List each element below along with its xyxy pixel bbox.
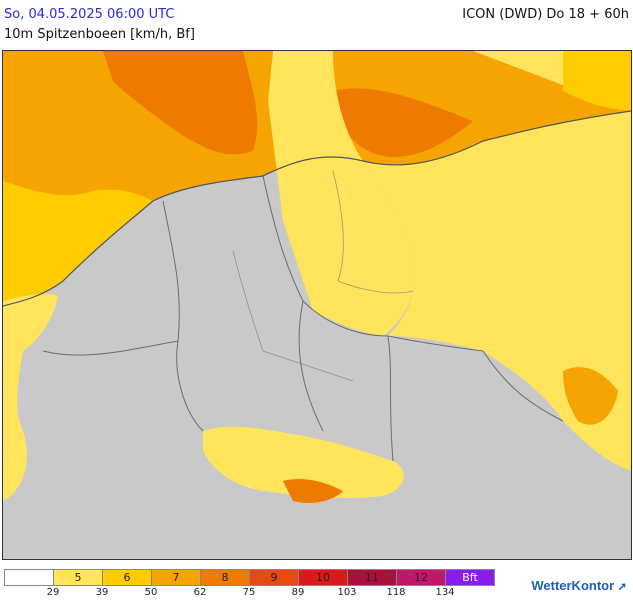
model-run-label: ICON (DWD) Do 18 + 60h — [462, 7, 629, 22]
brand-arrow-icon: ➚ — [617, 581, 627, 593]
east-yellow-zone — [363, 51, 631, 471]
legend-class-8: 12 — [397, 569, 446, 586]
strong-gust-core — [103, 51, 258, 155]
legend-tick: 89 — [291, 587, 305, 598]
legend-tick: 29 — [46, 587, 60, 598]
legend-tick: 62 — [193, 587, 207, 598]
parameter-label: 10m Spitzenboeen [km/h, Bf] — [4, 27, 195, 42]
forecast-datetime: So, 04.05.2025 06:00 UTC — [4, 7, 175, 22]
legend-class-1: 5 — [54, 569, 103, 586]
legend-class-7: 11 — [348, 569, 397, 586]
color-legend: 5 6 7 8 9 10 11 12 Bft — [4, 569, 495, 586]
legend-class-3: 7 — [152, 569, 201, 586]
west-yellow-zone — [3, 293, 58, 501]
coastline — [3, 110, 631, 307]
alps-yellow-patch — [203, 426, 404, 499]
inner-borders — [232, 170, 414, 382]
north-germany-yellow-zone — [268, 51, 416, 336]
legend-class-6: 10 — [299, 569, 348, 586]
coastal-yellow-zone — [3, 181, 153, 306]
gust-map[interactable] — [2, 50, 632, 560]
legend-class-9: Bft — [446, 569, 495, 586]
map-canvas — [3, 51, 631, 503]
legend-ticks: 29 39 50 62 75 89 103 118 134 — [4, 587, 504, 599]
country-borders — [42, 175, 564, 462]
baltic-gust-core — [333, 88, 473, 157]
legend-tick: 75 — [242, 587, 256, 598]
legend-class-0 — [4, 569, 54, 586]
legend-class-5: 9 — [250, 569, 299, 586]
east-orange-zone — [563, 51, 631, 111]
legend-class-2: 6 — [103, 569, 152, 586]
legend-tick: 118 — [386, 587, 406, 598]
legend-tick: 103 — [337, 587, 357, 598]
brand-name: WetterKontor — [531, 578, 615, 593]
legend-class-4: 8 — [201, 569, 250, 586]
legend-tick: 50 — [144, 587, 158, 598]
brand-logo: WetterKontor ➚ — [531, 578, 627, 593]
alps-orange-patch — [283, 479, 343, 503]
legend-tick: 39 — [95, 587, 109, 598]
southeast-orange-patch — [563, 367, 618, 425]
legend-tick: 134 — [435, 587, 455, 598]
